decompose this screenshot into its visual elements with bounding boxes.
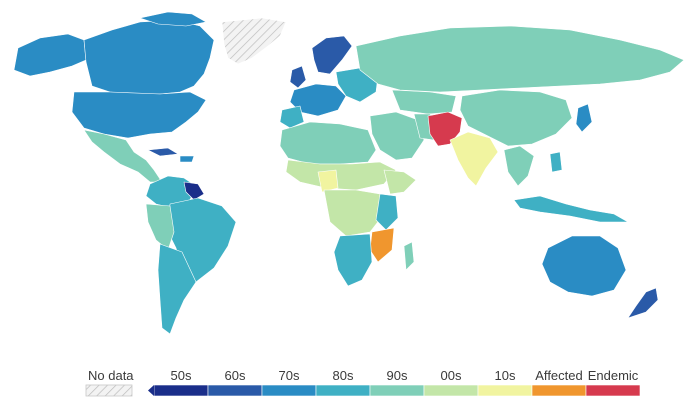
region-central-asia bbox=[391, 89, 457, 115]
region-alaska bbox=[13, 33, 87, 77]
legend-swatch-affected bbox=[531, 384, 587, 397]
legend-swatch-10s bbox=[477, 384, 533, 397]
region-mozambique bbox=[369, 227, 395, 263]
legend-swatch-90s bbox=[369, 384, 425, 397]
region-western-europe bbox=[289, 83, 347, 117]
region-southern-africa bbox=[333, 233, 373, 287]
region-philippines bbox=[549, 151, 563, 173]
region-guianas bbox=[183, 181, 205, 201]
legend-label-80s: 80s bbox=[333, 368, 354, 383]
legend-left-arrow bbox=[148, 385, 154, 396]
region-india bbox=[449, 131, 499, 187]
region-canada-islands bbox=[139, 11, 207, 27]
legend-swatch-50s bbox=[153, 384, 209, 397]
region-mexico bbox=[83, 129, 163, 183]
region-japan bbox=[575, 103, 593, 133]
region-canada bbox=[83, 19, 215, 95]
region-madagascar bbox=[403, 241, 415, 271]
region-hispaniola bbox=[179, 155, 195, 163]
region-north-africa bbox=[279, 121, 377, 165]
legend-label-affected: Affected bbox=[535, 368, 582, 383]
region-russia bbox=[355, 25, 685, 93]
region-middle-east bbox=[369, 111, 425, 161]
region-uk bbox=[289, 65, 307, 89]
legend-swatch-70s bbox=[261, 384, 317, 397]
legend-label-70s: 70s bbox=[279, 368, 300, 383]
region-greenland bbox=[221, 17, 287, 65]
region-usa bbox=[71, 91, 207, 139]
legend-label-endemic: Endemic bbox=[588, 368, 639, 383]
region-iberia bbox=[279, 105, 305, 129]
legend-label-90s: 90s bbox=[387, 368, 408, 383]
region-indonesia bbox=[513, 195, 629, 223]
region-cuba bbox=[147, 147, 179, 157]
region-argentina-chile bbox=[157, 243, 197, 335]
legend-no-data-swatch bbox=[85, 384, 133, 397]
region-east-africa bbox=[375, 193, 399, 231]
legend-swatch-00s bbox=[423, 384, 479, 397]
region-china bbox=[459, 89, 573, 147]
region-australia bbox=[541, 235, 627, 297]
region-scandinavia bbox=[311, 35, 353, 75]
region-central-africa bbox=[323, 189, 385, 237]
region-peru-bolivia bbox=[145, 203, 175, 251]
region-nigeria bbox=[317, 169, 339, 193]
legend: No data 50s 60s 70s 80s 90s 00s 10s Affected End… bbox=[85, 368, 641, 397]
region-horn-of-africa bbox=[383, 169, 417, 195]
legend-label-60s: 60s bbox=[225, 368, 246, 383]
legend-label-00s: 00s bbox=[441, 368, 462, 383]
legend-swatch-endemic bbox=[585, 384, 641, 397]
legend-label-10s: 10s bbox=[495, 368, 516, 383]
legend-label-50s: 50s bbox=[171, 368, 192, 383]
legend-no-data-label: No data bbox=[88, 368, 134, 383]
legend-swatch-80s bbox=[315, 384, 371, 397]
legend-swatch-60s bbox=[207, 384, 263, 397]
region-new-zealand bbox=[627, 287, 659, 319]
region-southeast-asia bbox=[503, 145, 535, 187]
region-sahel bbox=[285, 159, 397, 191]
